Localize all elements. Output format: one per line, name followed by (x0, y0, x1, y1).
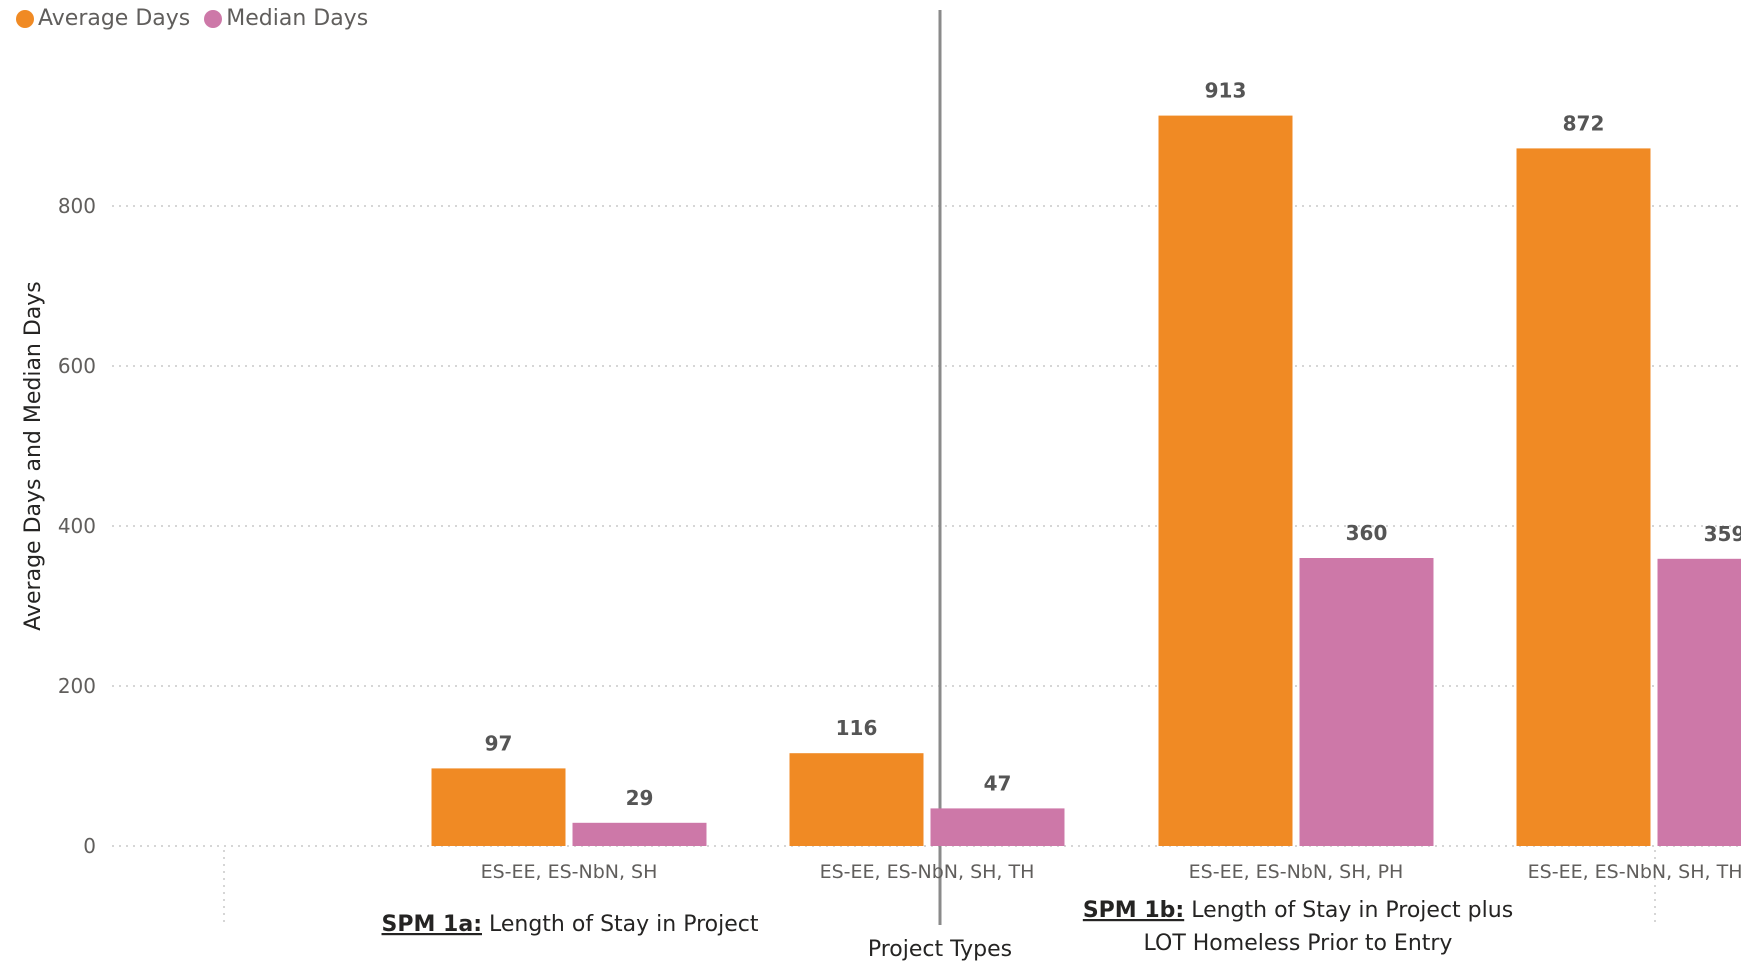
bar-average-days-3 (1158, 115, 1293, 847)
data-labels: 97 116 913 872 29 47 360 359 (485, 79, 1741, 810)
bar-median-days-1 (572, 822, 707, 846)
legend-item-average-days[interactable]: Average Days (16, 6, 190, 31)
data-label-average-days-4: 872 (1563, 111, 1605, 135)
bar-median-days-4 (1657, 558, 1741, 846)
y-tick-label-800: 800 (58, 194, 96, 218)
legend-item-median-days[interactable]: Median Days (204, 6, 368, 31)
data-label-median-days-1: 29 (626, 786, 654, 810)
y-tick-label-0: 0 (83, 834, 96, 858)
data-label-median-days-4: 359 (1704, 522, 1741, 546)
x-axis-groups: SPM 1a: Length of Stay in Project SPM 1b:… (382, 898, 1514, 956)
x-axis-title: Project Types (868, 937, 1012, 962)
legend-label-median-days: Median Days (226, 6, 369, 31)
y-tick-label-600: 600 (58, 354, 96, 378)
bar-average-days-1 (431, 768, 566, 846)
bar-average-days-2 (789, 753, 924, 846)
bar-average-days-4 (1516, 148, 1651, 846)
legend: Average Days Median Days (16, 6, 382, 31)
group-label-1-line-1: SPM 1a: Length of Stay in Project (382, 912, 759, 937)
x-axis-categories: ES-EE, ES-NbN, SH ES-EE, ES-NbN, SH, TH ES… (481, 861, 1741, 883)
data-label-average-days-3: 913 (1205, 79, 1247, 103)
data-label-median-days-3: 360 (1346, 521, 1388, 545)
data-label-median-days-2: 47 (984, 771, 1012, 795)
x-tick-label-1: ES-EE, ES-NbN, SH (481, 861, 658, 883)
x-tick-label-2: ES-EE, ES-NbN, SH, TH (820, 861, 1035, 883)
group-code-2: SPM 1b: (1083, 898, 1184, 923)
legend-label-average-days: Average Days (38, 6, 191, 31)
group-code-1: SPM 1a: (382, 912, 482, 937)
bar-median-days-2 (930, 808, 1065, 846)
legend-swatch-median-days (204, 9, 223, 28)
x-tick-label-4: ES-EE, ES-NbN, SH, TH, PH (1528, 861, 1741, 883)
group-label-2-line-2: LOT Homeless Prior to Entry (1144, 931, 1453, 956)
data-label-average-days-1: 97 (485, 731, 513, 755)
y-tick-label-400: 400 (58, 514, 96, 538)
y-tick-label-200: 200 (58, 674, 96, 698)
y-axis-ticks: 0 200 400 600 800 (58, 194, 96, 858)
bars (431, 115, 1741, 847)
bar-median-days-3 (1299, 558, 1434, 846)
group-label-2-line-1: SPM 1b: Length of Stay in Project plus (1083, 898, 1513, 923)
gridlines (112, 10, 1741, 925)
data-label-average-days-2: 116 (836, 716, 878, 740)
y-axis-title: Average Days and Median Days (21, 281, 46, 631)
x-tick-label-3: ES-EE, ES-NbN, SH, PH (1189, 861, 1404, 883)
legend-swatch-average-days (16, 9, 34, 28)
